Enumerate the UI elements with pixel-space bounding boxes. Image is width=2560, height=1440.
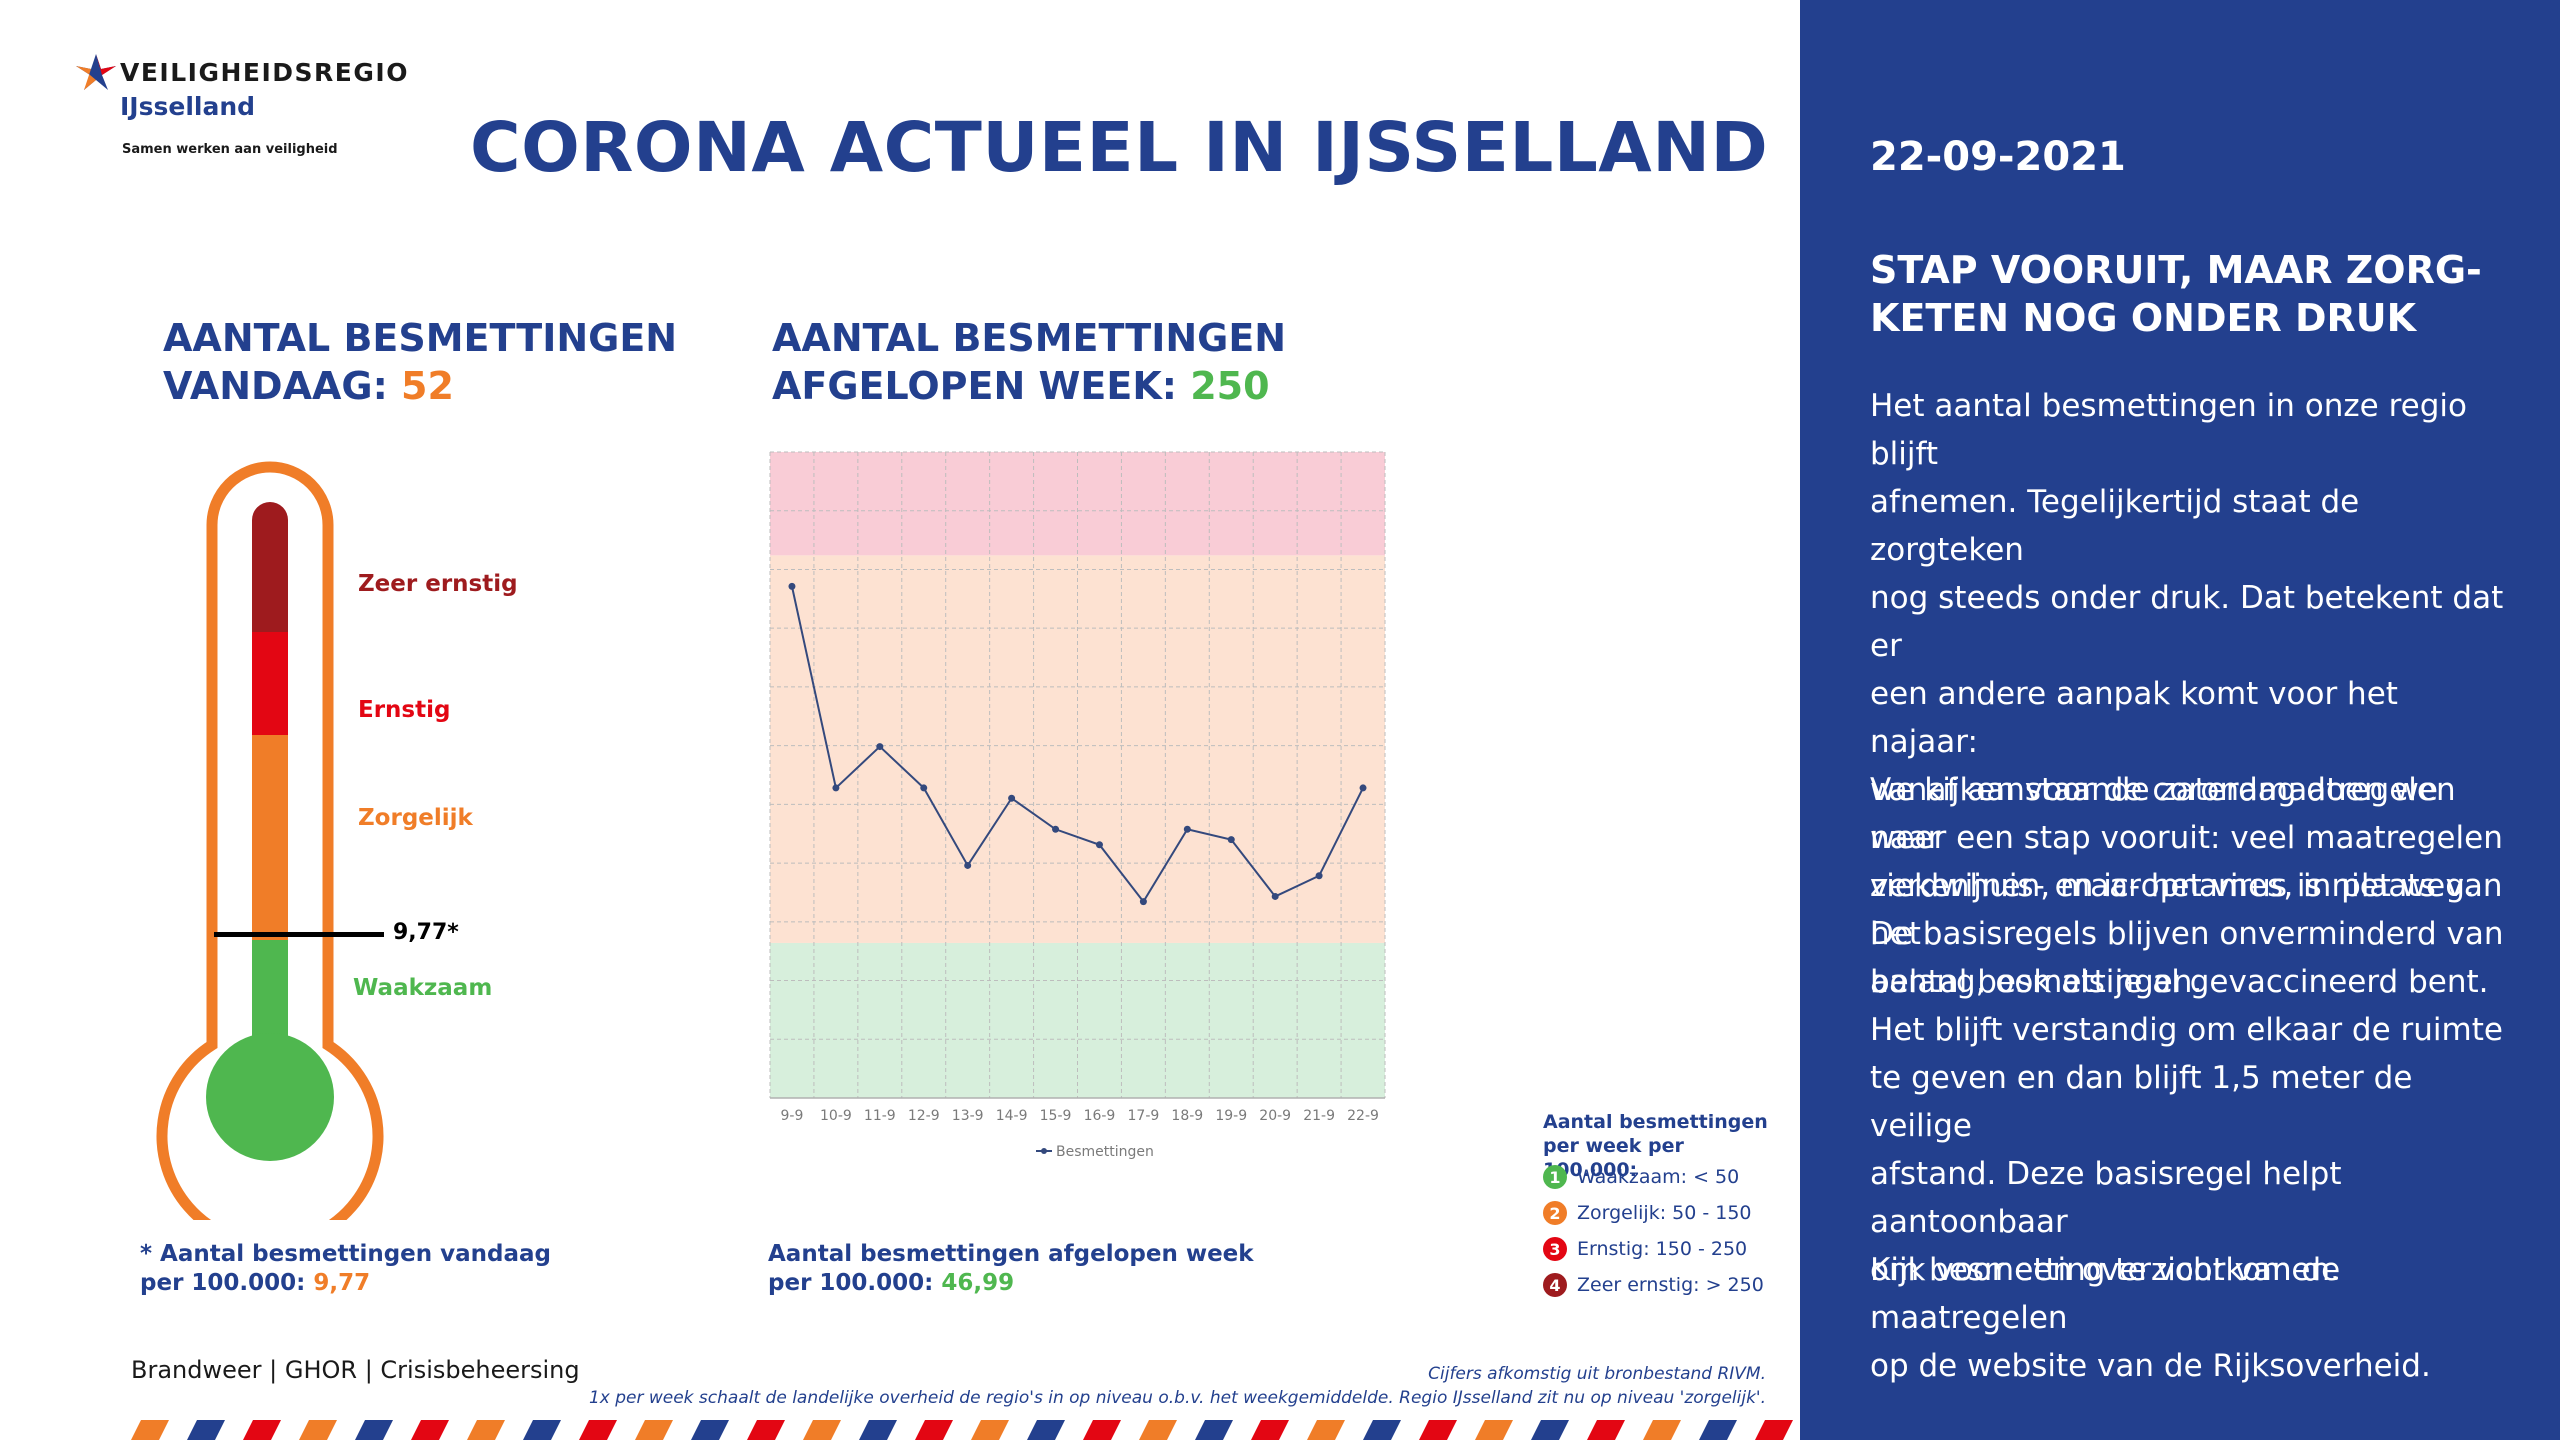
footer-stripe [1783,1420,1801,1440]
week-heading-prefix: AFGELOPEN WEEK: [772,364,1191,408]
chart-tick-label: 11-9 [864,1108,896,1124]
chart-series-line [790,586,1364,904]
chart-tick-label: 14-9 [996,1108,1028,1124]
thermometer-bulb [206,1033,334,1161]
chart-point [1052,825,1060,833]
thermometer-level-ernstig [252,632,288,735]
panel-title: STAP VOORUIT, MAAR ZORG- KETEN NOG ONDER… [1870,248,2482,340]
risk-legend-item: 3 Ernstig: 150 - 250 [1543,1236,1747,1262]
footer-organizations: Brandweer | GHOR | Crisisbeheersing [131,1356,580,1384]
week-heading-line2: AFGELOPEN WEEK: 250 [772,362,1286,410]
chart-point [964,861,972,869]
thermometer-level-zeer-ernstig [252,502,288,632]
risk-legend-number: 1 [1543,1165,1567,1189]
risk-legend-number: 2 [1543,1201,1567,1225]
chart-tick-label: 22-9 [1347,1108,1379,1124]
level-zeer-ernstig: Zeer ernstig [358,571,518,597]
chart-tick-label: 9-9 [781,1108,804,1124]
chart-tick-label: 17-9 [1128,1108,1160,1124]
level-waakzaam: Waakzaam [353,975,493,1001]
footer-level-note: 1x per week schaalt de landelijke overhe… [588,1388,1766,1408]
week-heading: AANTAL BESMETTINGEN AFGELOPEN WEEK: 250 [772,314,1286,410]
today-footnote-value: 9,77 [313,1270,371,1296]
chart-point [1095,841,1103,849]
risk-legend-label: Waakzaam: < 50 [1577,1166,1740,1188]
chart-tick-label: 13-9 [952,1108,984,1124]
chart-tick-label: 20-9 [1259,1108,1291,1124]
panel-date: 22-09-2021 [1870,134,2126,180]
marker-label: 9,77* [393,920,459,945]
chart-legend-marker [1041,1148,1047,1154]
footer-source-note: Cijfers afkomstig uit bronbestand RIVM. [1428,1364,1766,1384]
thermometer-marker [214,932,384,937]
week-heading-line1: AANTAL BESMETTINGEN [772,316,1287,360]
chart-point [788,582,796,590]
page-title: CORONA ACTUEEL IN IJSSELLAND [470,108,1769,188]
panel-paragraph: Vanaf aanstaande zaterdag doen we weer e… [1870,772,2504,1288]
chart-tick-label: 18-9 [1171,1108,1203,1124]
today-footnote-line1: * Aantal besmettingen vandaag [140,1241,552,1267]
week-value: 250 [1190,364,1270,408]
risk-legend-item: 1 Waakzaam: < 50 [1543,1164,1739,1190]
risk-legend-label: Zorgelijk: 50 - 150 [1577,1202,1752,1224]
risk-legend-number: 3 [1543,1237,1567,1261]
logo-name: VEILIGHEIDSREGIO [120,58,409,87]
today-footnote-line2: per 100.000: 9,77 [140,1269,551,1298]
chart-tick-label: 15-9 [1040,1108,1072,1124]
week-footnote-prefix: per 100.000: [768,1270,942,1296]
chart-tick-label: 10-9 [820,1108,852,1124]
chart-point [1271,892,1279,900]
logo-star-icon [76,54,116,90]
today-value: 52 [401,364,454,408]
logo-region: IJsselland [120,92,256,121]
logo-tagline: Samen werken aan veiligheid [122,142,338,157]
risk-legend-number: 4 [1543,1273,1567,1297]
today-footnote-prefix: per 100.000: [140,1270,314,1296]
info-panel [1800,0,2560,1440]
week-footnote: Aantal besmettingen afgelopen week per 1… [768,1240,1254,1298]
today-heading-prefix: VANDAAG: [163,364,402,408]
chart-point [920,784,928,792]
chart: 9-9 10-9 11-9 12-9 13-9 14-9 15-9 16-9 17-9 18-9 1… [769,451,1386,1160]
today-heading-line1: AANTAL BESMETTINGEN [163,316,678,360]
risk-legend-label: Ernstig: 150 - 250 [1577,1238,1748,1260]
panel-paragraph: Het aantal besmettingen in onze regio bl… [1870,388,2504,1000]
week-footnote-value: 46,99 [941,1270,1015,1296]
week-footnote-line1: Aantal besmettingen afgelopen week [768,1241,1254,1267]
thermometer [156,461,384,1220]
logo [76,54,116,90]
chart-point [1227,836,1235,844]
panel-paragraph: Kijk voor een overzicht van de maatregel… [1870,1252,2431,1384]
chart-point [1139,898,1147,906]
chart-tick-label: 16-9 [1084,1108,1116,1124]
chart-tick-label: 12-9 [908,1108,940,1124]
today-heading-line2: VANDAAG: 52 [163,362,677,410]
chart-point [1008,794,1016,802]
risk-legend-item: 4 Zeer ernstig: > 250 [1543,1272,1764,1298]
chart-point [832,784,840,792]
footer-stripes [131,1420,1801,1440]
week-footnote-line2: per 100.000: 46,99 [768,1269,1254,1298]
chart-tick-label: 19-9 [1215,1108,1247,1124]
level-zorgelijk: Zorgelijk [358,805,473,831]
level-ernstig: Ernstig [358,697,451,723]
chart-point [876,743,884,751]
today-footnote: * Aantal besmettingen vandaag per 100.00… [140,1240,551,1298]
chart-point [1183,825,1191,833]
chart-point [1315,872,1323,880]
thermometer-level-zorgelijk [252,735,288,940]
chart-tick-label: 21-9 [1303,1108,1335,1124]
risk-legend-item: 2 Zorgelijk: 50 - 150 [1543,1200,1752,1226]
risk-legend-label: Zeer ernstig: > 250 [1577,1274,1764,1296]
chart-legend-label: Besmettingen [1056,1144,1154,1160]
chart-point [1359,784,1367,792]
today-heading: AANTAL BESMETTINGEN VANDAAG: 52 [163,314,677,410]
